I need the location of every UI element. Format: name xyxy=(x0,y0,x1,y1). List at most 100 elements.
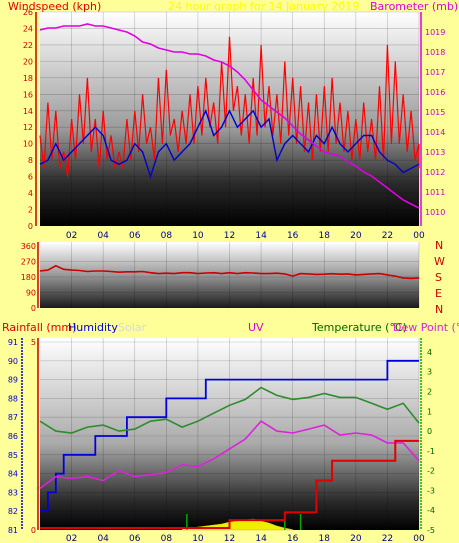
solar-title: Solar xyxy=(118,321,147,334)
wind-y-tick: 2 xyxy=(28,206,33,215)
temperature-series xyxy=(39,386,420,434)
wind-y-tick: 16 xyxy=(23,90,33,99)
direction-letter-e: E xyxy=(435,287,442,300)
wind-y-tick: 10 xyxy=(23,140,33,149)
x-tick-label: 10 xyxy=(192,231,204,241)
humidity-title: Humidity xyxy=(68,321,118,334)
humidity-y-tick: 89 xyxy=(8,376,18,385)
x-tick-label: 10 xyxy=(192,534,204,543)
humidity-y-tick: 81 xyxy=(8,526,18,535)
temperature-title: Temperature (°C) xyxy=(311,321,407,334)
x-tick-label: 08 xyxy=(161,231,173,241)
direction-letter-n-top: N xyxy=(435,239,443,252)
x-tick-label: 18 xyxy=(319,534,331,543)
temperature-y-tick: -5 xyxy=(427,526,435,535)
direction-letter-s: S xyxy=(435,271,442,284)
graph-title: 24 hour graph for 14 January 2019 xyxy=(168,0,359,13)
wind-y-tick: 20 xyxy=(23,57,33,66)
dewpoint-series xyxy=(39,420,420,490)
wind-average-series xyxy=(39,108,420,179)
tick-labels: 0202040406060808101012121414161618182020… xyxy=(8,8,446,543)
wind-y-tick: 0 xyxy=(28,222,33,231)
barometer-y-tick: 1019 xyxy=(425,28,445,37)
direction-letter-n-bottom: N xyxy=(435,303,443,316)
barometer-y-tick: 1012 xyxy=(425,168,445,177)
humidity-y-tick: 91 xyxy=(8,338,18,347)
data-series xyxy=(39,23,420,531)
temperature-y-tick: -4 xyxy=(427,506,435,515)
uv-title: UV xyxy=(248,321,264,334)
barometer-series xyxy=(39,23,420,209)
x-tick-label: 12 xyxy=(224,534,235,543)
temperature-y-tick: -2 xyxy=(427,467,435,476)
temperature-y-tick: -3 xyxy=(427,486,435,495)
climate-plot-area xyxy=(40,338,419,530)
barometer-title: Barometer (mb) xyxy=(370,0,458,13)
direction-y-tick: 270 xyxy=(21,258,36,267)
barometer-y-tick: 1013 xyxy=(425,148,445,157)
humidity-y-tick: 84 xyxy=(8,470,18,479)
wind-y-tick: 18 xyxy=(23,74,33,83)
x-tick-label: 06 xyxy=(129,534,141,543)
x-tick-label: 04 xyxy=(97,534,109,543)
humidity-y-tick: 87 xyxy=(8,413,18,422)
temperature-y-tick: -1 xyxy=(427,447,435,456)
barometer-y-tick: 1010 xyxy=(425,208,445,217)
x-tick-label: 00 xyxy=(413,231,425,241)
wind-y-tick: 26 xyxy=(23,8,33,17)
x-tick-label: 12 xyxy=(224,231,235,241)
wind-direction-series xyxy=(39,264,420,280)
humidity-y-tick: 86 xyxy=(8,432,18,441)
x-tick-label: 08 xyxy=(161,534,173,543)
humidity-y-tick: 85 xyxy=(8,451,18,460)
humidity-series xyxy=(40,359,419,513)
wind-y-tick: 22 xyxy=(23,41,33,50)
x-tick-label: 16 xyxy=(287,231,299,241)
temperature-y-tick: 3 xyxy=(427,368,432,377)
temperature-y-tick: 1 xyxy=(427,407,432,416)
temperature-y-tick: 4 xyxy=(427,348,432,357)
barometer-y-tick: 1017 xyxy=(425,68,445,77)
x-tick-label: 20 xyxy=(350,231,362,241)
wind-y-tick: 12 xyxy=(23,123,33,132)
x-tick-label: 18 xyxy=(319,231,331,241)
wind-gust-series xyxy=(39,36,420,177)
x-tick-label: 02 xyxy=(66,534,77,543)
x-tick-label: 14 xyxy=(255,534,267,543)
x-tick-label: 02 xyxy=(66,231,77,241)
x-tick-label: 00 xyxy=(413,534,425,543)
direction-y-tick: 0 xyxy=(31,304,36,313)
wind-y-tick: 24 xyxy=(23,24,33,33)
wind-title: Windspeed (kph) xyxy=(8,0,101,13)
x-tick-label: 22 xyxy=(382,231,393,241)
dewpoint-title: Dew Point (°C xyxy=(393,321,459,334)
direction-letter-w: W xyxy=(434,255,445,268)
rain-y-tick: 5 xyxy=(31,338,36,347)
wind-y-tick: 4 xyxy=(28,189,33,198)
barometer-y-tick: 1011 xyxy=(425,188,445,197)
barometer-y-tick: 1018 xyxy=(425,48,445,57)
humidity-y-tick: 90 xyxy=(8,357,18,366)
rainfall-series xyxy=(40,439,419,529)
temperature-y-tick: 2 xyxy=(427,387,432,396)
humidity-y-tick: 83 xyxy=(8,488,18,497)
humidity-y-tick: 82 xyxy=(8,507,18,516)
wind-y-tick: 8 xyxy=(28,156,33,165)
axes xyxy=(21,12,422,530)
x-tick-label: 06 xyxy=(129,231,141,241)
temperature-y-tick: 0 xyxy=(427,427,432,436)
rainfall-title: Rainfall (mm) xyxy=(2,321,76,334)
direction-y-tick: 360 xyxy=(21,242,36,251)
wind-y-tick: 14 xyxy=(23,107,33,116)
x-tick-label: 16 xyxy=(287,534,299,543)
barometer-y-tick: 1016 xyxy=(425,88,445,97)
humidity-y-tick: 88 xyxy=(8,394,18,403)
x-tick-label: 04 xyxy=(97,231,109,241)
direction-y-tick: 90 xyxy=(26,289,36,298)
x-tick-label: 22 xyxy=(382,534,393,543)
rain-y-tick: 0 xyxy=(31,526,36,535)
barometer-y-tick: 1014 xyxy=(425,128,445,137)
x-tick-label: 14 xyxy=(255,231,267,241)
wind-y-tick: 6 xyxy=(28,173,33,182)
